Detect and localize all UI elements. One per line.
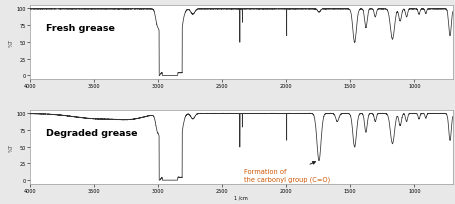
Text: Fresh grease: Fresh grease xyxy=(46,24,115,33)
Text: Degraded grease: Degraded grease xyxy=(46,128,138,137)
Y-axis label: %T: %T xyxy=(9,143,14,151)
X-axis label: 1 /cm: 1 /cm xyxy=(234,194,248,199)
Y-axis label: %T: %T xyxy=(9,39,14,47)
Text: Formation of
the carbonyl group (C=O): Formation of the carbonyl group (C=O) xyxy=(244,162,330,182)
